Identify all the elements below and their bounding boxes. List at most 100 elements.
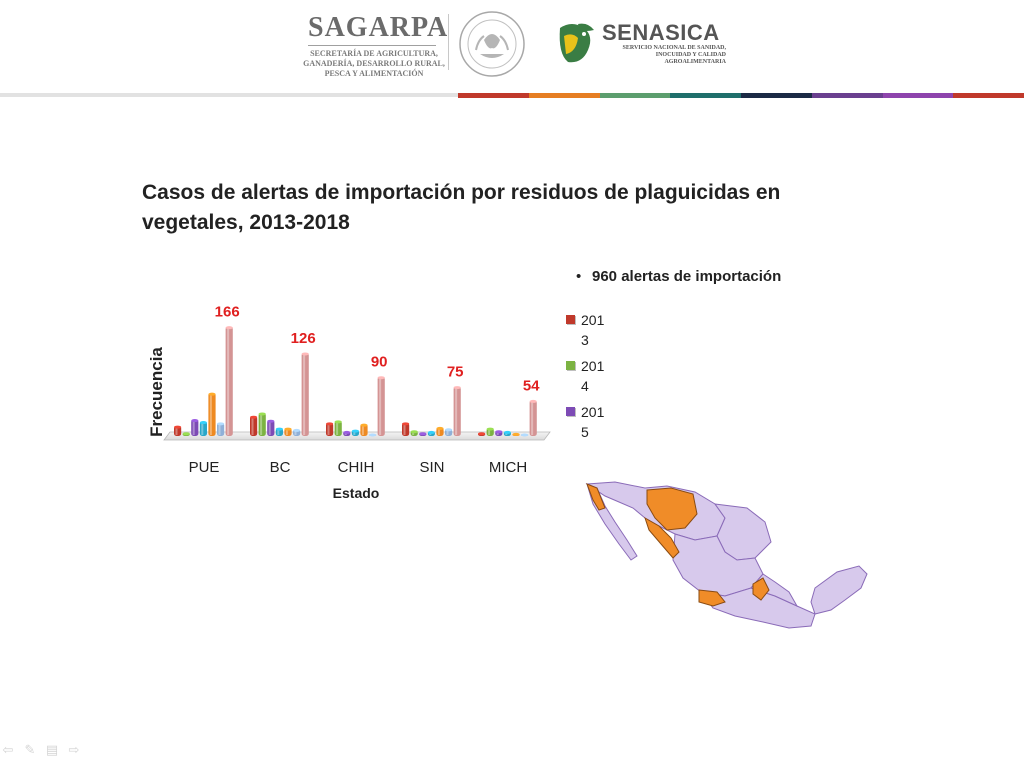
bar-body — [191, 419, 199, 436]
bar — [445, 428, 453, 436]
bar-body — [267, 420, 275, 436]
bar-top — [217, 422, 225, 426]
bar-highlight — [437, 428, 440, 435]
bar-top — [182, 432, 190, 436]
total-labels-group: 166 126 90 75 54 — [215, 304, 541, 395]
bar-highlight — [201, 422, 204, 435]
bar — [250, 415, 258, 436]
bar — [334, 420, 342, 436]
bar-highlight — [455, 387, 458, 435]
sagarpa-rule — [308, 45, 436, 46]
bar — [326, 422, 334, 436]
sagarpa-logo: SAGARPA SECRETARÍA DE AGRICULTURA, GANAD… — [300, 8, 450, 88]
bar — [267, 419, 275, 436]
map-state-mich — [698, 589, 726, 607]
bar — [351, 429, 359, 436]
bar-series-group — [174, 326, 537, 437]
bar-highlight — [446, 429, 449, 435]
bar-top — [486, 427, 494, 431]
map-state-sin — [644, 516, 680, 559]
bar-top — [351, 429, 359, 433]
bar — [402, 422, 410, 436]
bar — [427, 430, 435, 436]
prev-arrow-icon[interactable]: ⇦ — [2, 742, 14, 757]
legend-label: 201 5 — [581, 404, 605, 440]
bar-highlight — [403, 423, 406, 435]
legend-swatch — [566, 315, 575, 324]
total-label: 54 — [523, 377, 540, 394]
bar-top — [334, 420, 342, 424]
bar-body — [326, 422, 334, 436]
menu-icon[interactable]: ▤ — [45, 742, 59, 757]
bar-top — [284, 427, 292, 431]
bar — [453, 386, 461, 436]
bar — [191, 419, 199, 436]
bar-highlight — [303, 353, 306, 435]
bar — [521, 433, 529, 437]
map-state-bc — [586, 483, 606, 511]
sagarpa-subtitle-line: SECRETARÍA DE AGRICULTURA, — [310, 49, 438, 58]
bar — [182, 432, 190, 436]
header-band-segment — [599, 93, 671, 98]
bar — [436, 426, 444, 436]
bar-top — [301, 352, 309, 356]
x-axis-label: Estado — [333, 485, 380, 501]
summary-bullet-text: 960 alertas de importación — [592, 268, 782, 285]
map-region-yucatan — [810, 565, 868, 615]
header-band-segment — [741, 93, 813, 98]
header-band-segment — [811, 93, 883, 98]
bar-top — [410, 430, 418, 434]
bar-highlight — [294, 430, 297, 435]
bar-top — [293, 428, 301, 432]
mexico-map — [585, 481, 868, 629]
bar-top — [529, 399, 537, 403]
x-tick-label: MICH — [489, 459, 527, 476]
bar-highlight — [268, 421, 271, 435]
chart-legend: 201 3 201 4 201 5 — [566, 310, 626, 448]
bar-top — [326, 422, 334, 426]
bar — [293, 428, 301, 436]
bar — [419, 432, 427, 436]
bar-highlight — [227, 327, 230, 435]
bar-body — [225, 326, 233, 436]
total-label: 90 — [371, 354, 388, 371]
bar-highlight — [488, 429, 491, 435]
sagarpa-subtitle: SECRETARÍA DE AGRICULTURA, GANADERÍA, DE… — [300, 49, 448, 79]
bar-top — [427, 430, 435, 434]
bar-body — [199, 421, 207, 436]
map-state-pue — [752, 577, 770, 601]
next-arrow-icon[interactable]: ⇨ — [68, 742, 80, 757]
bar-highlight — [361, 425, 364, 435]
bar-body — [217, 422, 225, 436]
bar-top — [225, 326, 233, 330]
senasica-subtitle: SERVICIO NACIONAL DE SANIDAD, INOCUIDAD … — [616, 45, 726, 66]
bar-body — [334, 420, 342, 436]
pen-icon[interactable]: ✎ — [24, 742, 36, 757]
header-band-segment — [670, 93, 742, 98]
bar-top — [512, 432, 520, 436]
bar-top — [267, 419, 275, 423]
bar-top — [174, 425, 182, 429]
bar-body — [250, 416, 258, 436]
bar-highlight — [192, 420, 195, 435]
bar-highlight — [327, 423, 330, 435]
bar-top — [369, 433, 377, 437]
bar-chart: Frecuencia 166 126 90 75 54 PUE BC CHIH SIN MICH… — [147, 304, 551, 501]
x-tick-label: PUE — [189, 459, 220, 476]
bar-highlight — [209, 394, 212, 435]
bar — [275, 427, 283, 436]
legend-item: 201 5 — [566, 402, 626, 448]
bar-highlight — [277, 429, 280, 435]
bar-top — [360, 423, 368, 427]
bar-top — [208, 392, 216, 396]
legend-swatch — [566, 407, 575, 416]
bar-highlight — [531, 401, 534, 435]
bar — [512, 432, 520, 436]
bar — [343, 430, 351, 436]
bar-top — [377, 376, 385, 380]
senasica-logo: SENASICA SERVICIO NACIONAL DE SANIDAD, I… — [554, 14, 729, 74]
bar-highlight — [251, 417, 254, 435]
bar-body — [402, 422, 410, 436]
summary-bullet: • 960 alertas de importación — [576, 268, 781, 285]
senasica-emblem-icon — [559, 23, 594, 63]
